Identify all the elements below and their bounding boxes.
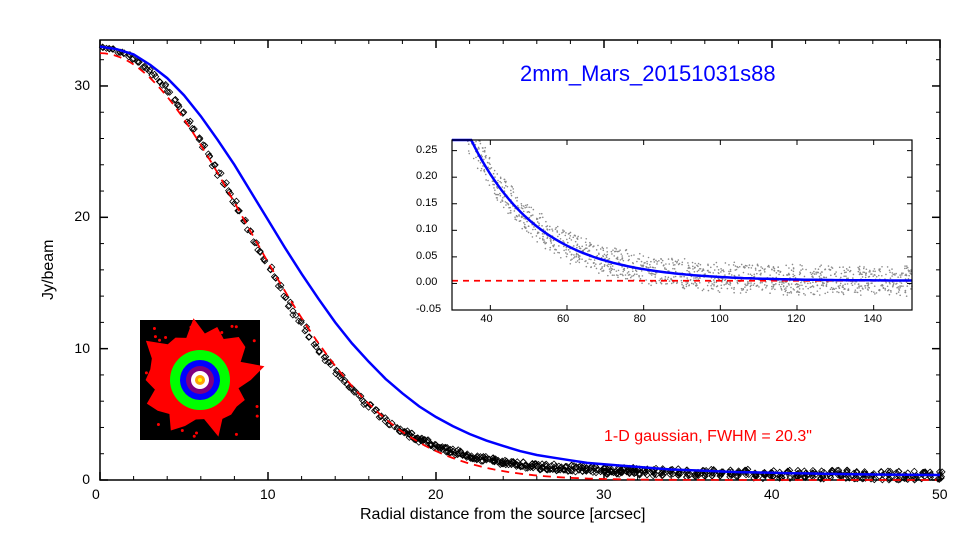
inset-x-tick: 40: [480, 313, 492, 325]
inset-x-tick: 140: [864, 313, 882, 325]
x-tick-label: 0: [92, 486, 100, 502]
inset-y-tick: 0.25: [416, 144, 437, 156]
inset-x-tick: 100: [710, 313, 728, 325]
inset-y-tick: 0.20: [416, 170, 437, 182]
inset-x-tick: 120: [787, 313, 805, 325]
y-tick-label: 10: [74, 340, 90, 356]
x-axis-label: Radial distance from the source [arcsec]: [360, 506, 645, 524]
plot-title: 2mm_Mars_20151031s88: [520, 61, 776, 87]
x-tick-label: 20: [428, 486, 444, 502]
inset-y-tick: 0.10: [416, 223, 437, 235]
x-tick-label: 10: [260, 486, 276, 502]
page-root: { "main": { "plot_rect": { "x": 100, "y"…: [0, 0, 960, 540]
y-tick-label: 20: [74, 208, 90, 224]
inset-y-tick: 0.00: [416, 276, 437, 288]
inset-x-tick: 80: [634, 313, 646, 325]
inset-x-tick: 60: [557, 313, 569, 325]
inset-y-tick: 0.05: [416, 250, 437, 262]
gaussian-annotation: 1-D gaussian, FWHM = 20.3": [604, 428, 812, 446]
x-tick-label: 50: [932, 486, 948, 502]
y-tick-label: 0: [82, 471, 90, 487]
x-tick-label: 40: [764, 486, 780, 502]
y-axis-label: Jy/beam: [40, 240, 58, 300]
inset-y-tick: -0.05: [416, 303, 441, 315]
psf-image: [0, 0, 960, 540]
y-tick-label: 30: [74, 77, 90, 93]
inset-y-tick: 0.15: [416, 197, 437, 209]
x-tick-label: 30: [596, 486, 612, 502]
